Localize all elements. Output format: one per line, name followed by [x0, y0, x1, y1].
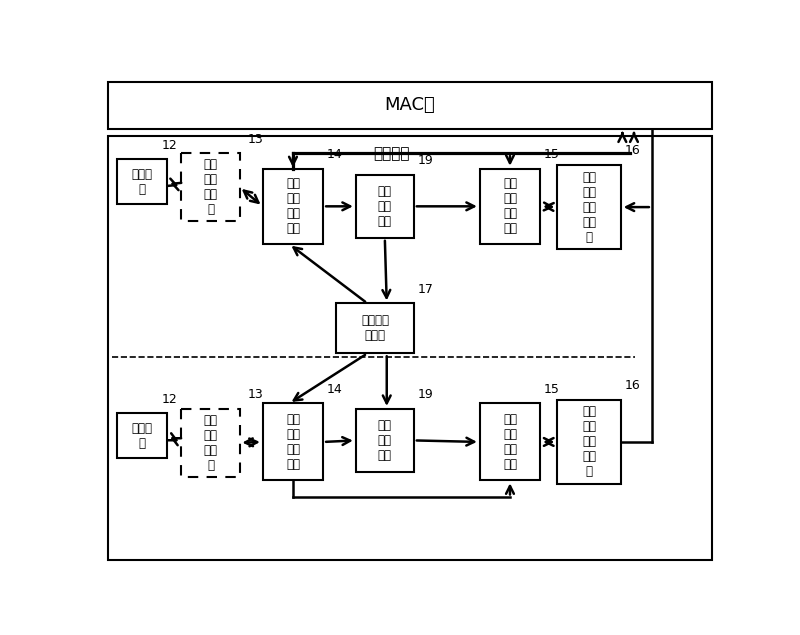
Text: 19: 19: [418, 388, 434, 401]
Text: 物理
层编
解码
子单
元: 物理 层编 解码 子单 元: [582, 171, 596, 244]
Text: 17: 17: [418, 283, 434, 296]
Bar: [356, 409, 414, 472]
Text: 14: 14: [327, 383, 343, 396]
Text: 15: 15: [544, 148, 560, 161]
Bar: [117, 413, 167, 458]
Text: 先进先出
缓存器: 先进先出 缓存器: [361, 314, 389, 342]
Text: 扚码
编解
码子
单元: 扚码 编解 码子 单元: [503, 177, 517, 236]
Text: 传输接
口: 传输接 口: [132, 168, 153, 196]
Text: 12: 12: [162, 138, 177, 152]
Bar: [262, 169, 323, 244]
Bar: [558, 399, 621, 485]
Text: 16: 16: [625, 144, 641, 157]
Bar: [558, 164, 621, 250]
Bar: [117, 159, 167, 204]
Bar: [356, 175, 414, 238]
Text: 模数
转换
子单
元: 模数 转换 子单 元: [203, 158, 218, 216]
Text: 12: 12: [162, 393, 177, 406]
Text: 物理
层编
解码
子单
元: 物理 层编 解码 子单 元: [582, 406, 596, 478]
Bar: [182, 153, 239, 221]
Text: 13: 13: [247, 388, 263, 401]
Text: 开关
控制
单元: 开关 控制 单元: [378, 419, 392, 462]
Text: MAC层: MAC层: [385, 97, 435, 114]
Text: 14: 14: [327, 148, 343, 161]
Bar: [480, 403, 540, 481]
Text: 传输
编解
码子
单元: 传输 编解 码子 单元: [286, 413, 300, 471]
Bar: [108, 137, 712, 560]
Text: 19: 19: [418, 154, 434, 167]
Text: 13: 13: [247, 133, 263, 145]
Text: 传输
编解
码子
单元: 传输 编解 码子 单元: [286, 177, 300, 236]
Text: 16: 16: [625, 379, 641, 392]
Bar: [182, 409, 239, 477]
Text: 中继装置: 中继装置: [374, 145, 410, 161]
Bar: [480, 169, 540, 244]
Bar: [262, 403, 323, 481]
Text: 传输接
口: 传输接 口: [132, 422, 153, 450]
Bar: [336, 304, 414, 354]
Text: 15: 15: [544, 383, 560, 396]
Text: 模数
转换
子单
元: 模数 转换 子单 元: [203, 414, 218, 472]
Text: 开关
控制
单元: 开关 控制 单元: [378, 185, 392, 228]
Text: 扚码
编解
码子
单元: 扚码 编解 码子 单元: [503, 413, 517, 471]
Bar: [108, 83, 712, 128]
